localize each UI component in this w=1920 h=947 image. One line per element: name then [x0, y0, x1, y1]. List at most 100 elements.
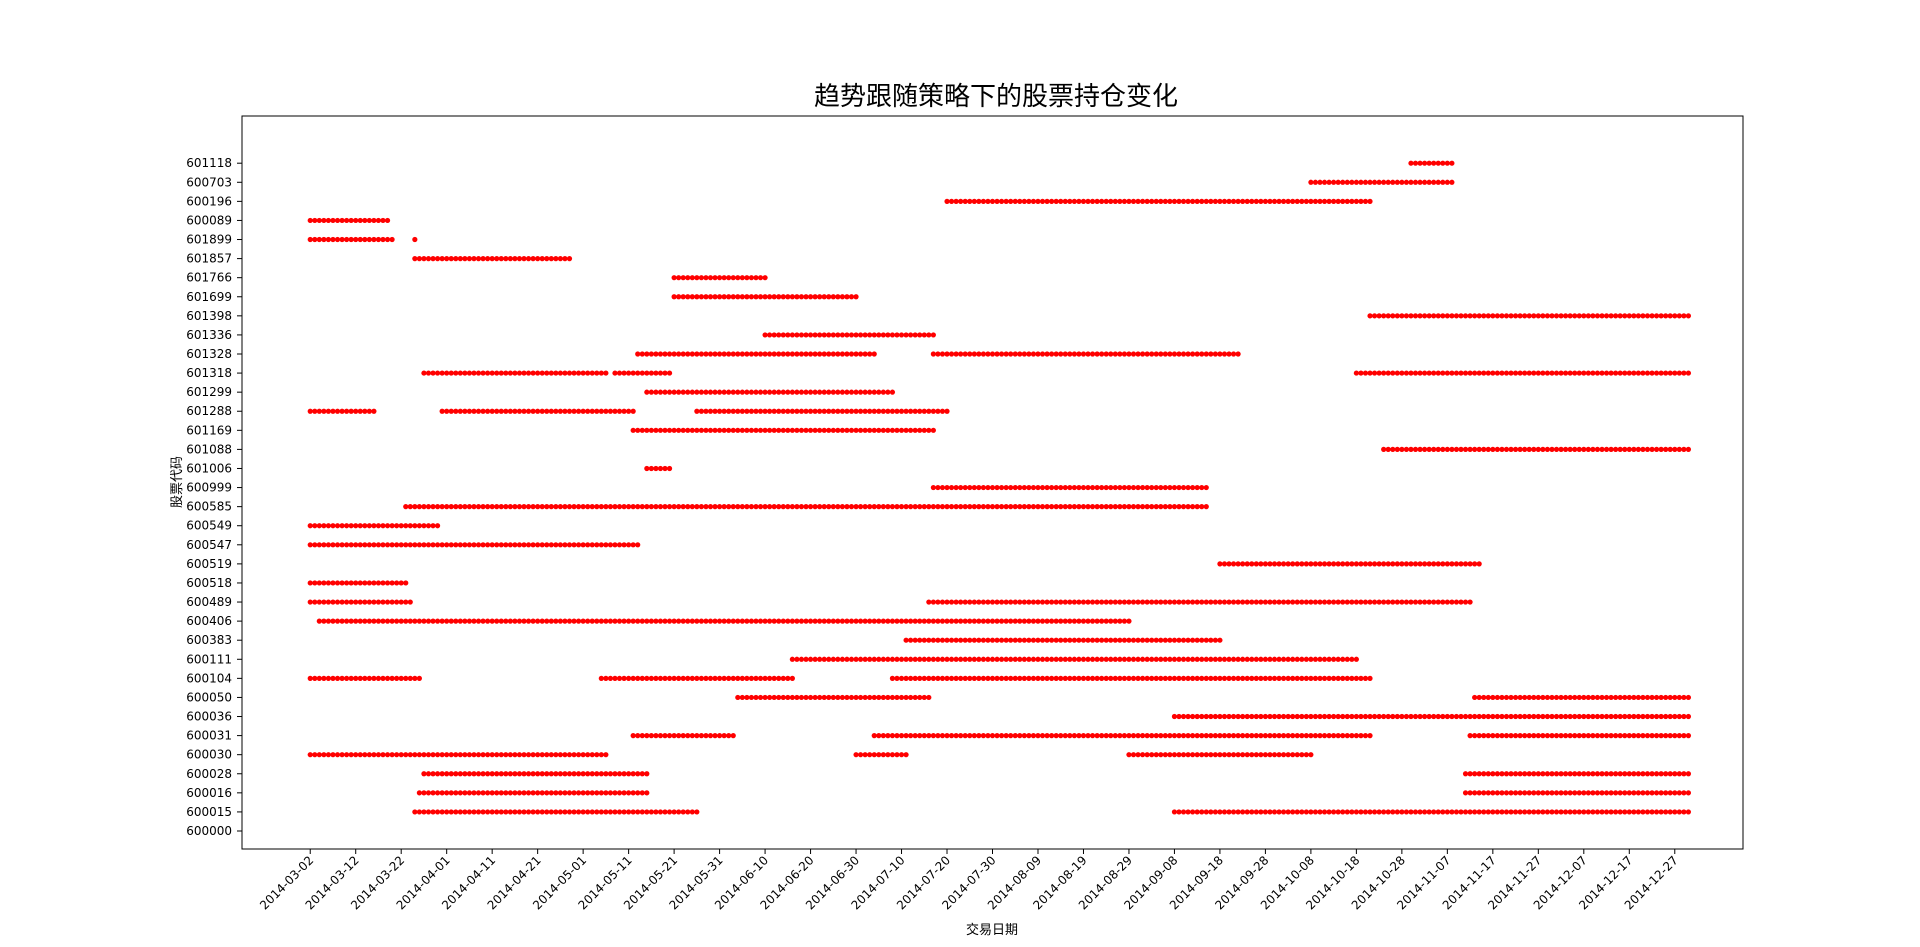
holding-point: [985, 351, 991, 357]
holding-point: [344, 217, 350, 224]
holding-point: [1185, 504, 1191, 510]
holding-point: [1058, 484, 1064, 491]
holding-point: [316, 675, 322, 681]
holding-point: [1567, 370, 1573, 376]
holding-point: [707, 618, 714, 624]
holding-point: [1071, 198, 1077, 204]
holding-point: [662, 389, 668, 395]
holding-point: [753, 694, 759, 701]
holding-point: [380, 675, 386, 681]
holding-point: [767, 389, 773, 395]
holding-point: [1212, 351, 1218, 357]
holding-point: [635, 351, 641, 357]
holding-point: [1171, 733, 1178, 739]
holding-point: [1403, 370, 1410, 376]
holding-point: [321, 408, 327, 414]
holding-point: [812, 618, 818, 624]
holding-point: [485, 618, 491, 624]
holding-point: [980, 504, 987, 510]
holding-point: [1635, 713, 1641, 720]
holding-point: [757, 408, 764, 414]
holding-point: [562, 504, 568, 510]
holding-point: [844, 656, 850, 662]
holding-point: [1490, 790, 1496, 796]
holding-point: [935, 675, 941, 681]
holding-point: [1467, 809, 1473, 815]
holding-point: [1290, 599, 1296, 605]
holding-point: [1149, 733, 1155, 739]
holding-point: [817, 332, 823, 338]
holding-point: [1444, 313, 1450, 319]
holding-point: [689, 427, 695, 433]
holding-point: [1221, 198, 1228, 204]
holding-point: [948, 484, 955, 491]
holding-point: [958, 656, 964, 662]
holding-point: [726, 275, 732, 281]
holding-point: [544, 771, 550, 777]
holding-point: [1603, 370, 1610, 376]
holding-point: [1553, 771, 1560, 777]
holding-point: [730, 408, 736, 414]
holding-point: [857, 656, 864, 662]
holding-point: [1321, 561, 1328, 567]
holding-point: [1608, 771, 1614, 777]
holding-point: [771, 694, 777, 701]
holding-point: [1508, 694, 1514, 701]
holding-point: [1117, 351, 1123, 357]
holding-point: [1230, 351, 1237, 357]
holding-point: [935, 351, 941, 357]
holding-point: [603, 542, 609, 548]
holding-point: [321, 599, 327, 605]
holding-point: [1203, 656, 1209, 662]
holding-point: [835, 408, 841, 414]
holding-point: [1412, 370, 1419, 376]
holding-point: [598, 408, 604, 414]
holding-point: [1176, 351, 1182, 357]
holding-point: [1408, 561, 1414, 567]
holding-point: [653, 675, 659, 681]
holding-point: [817, 351, 823, 357]
holding-point: [512, 809, 518, 815]
holding-point: [830, 389, 836, 395]
holding-point: [803, 294, 809, 300]
holding-point: [498, 618, 504, 624]
holding-point: [1385, 370, 1391, 376]
holding-point: [1572, 370, 1578, 376]
holding-point: [557, 618, 563, 624]
holding-point: [1371, 561, 1378, 567]
holding-point: [1481, 694, 1487, 701]
holding-point: [1149, 504, 1155, 510]
holding-point: [880, 389, 886, 395]
holding-point: [848, 294, 855, 300]
holding-point: [912, 656, 918, 662]
holding-point: [994, 198, 1000, 204]
holding-point: [371, 618, 377, 624]
holding-point: [1067, 198, 1073, 204]
holding-point: [1117, 656, 1123, 662]
y-tick-label: 601169: [186, 423, 232, 437]
holding-point: [1408, 179, 1414, 185]
holding-point: [1089, 198, 1096, 204]
holding-point: [1672, 713, 1678, 720]
holding-point: [1603, 313, 1610, 319]
holding-point: [398, 542, 404, 548]
holding-point: [516, 542, 523, 548]
holding-point: [403, 542, 409, 548]
holding-point: [803, 389, 809, 395]
holding-point: [1644, 771, 1651, 777]
holding-point: [739, 694, 745, 701]
holding-point: [798, 408, 805, 414]
holding-point: [612, 618, 618, 624]
holding-point: [889, 618, 896, 624]
holding-point: [330, 618, 336, 624]
holding-point: [798, 294, 805, 300]
holding-point: [398, 523, 404, 529]
holding-point: [885, 694, 891, 701]
y-tick-label: 601318: [186, 366, 232, 380]
holding-point: [1385, 599, 1391, 605]
holding-point: [739, 294, 745, 300]
holding-point: [1563, 694, 1569, 701]
holding-point: [807, 389, 814, 395]
holding-point: [1585, 713, 1591, 720]
holding-point: [585, 504, 591, 510]
